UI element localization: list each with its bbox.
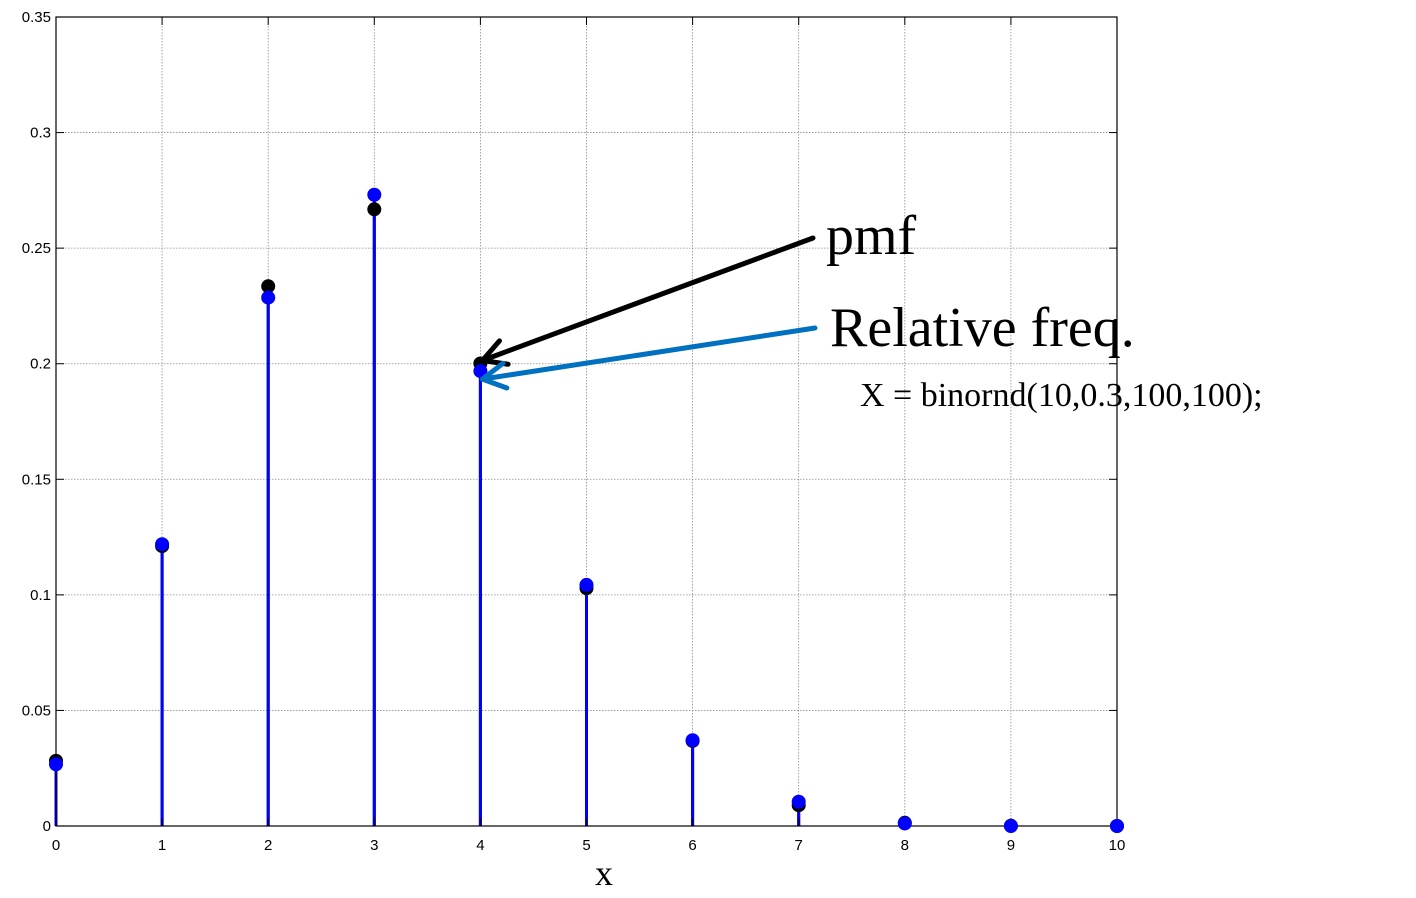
x-tick-label: 5 xyxy=(582,837,590,854)
stem-marker xyxy=(155,537,170,552)
x-tick-label: 4 xyxy=(476,837,484,854)
annotation-relative-freq: Relative freq. xyxy=(830,297,1135,359)
stems xyxy=(54,194,1013,826)
stem-marker xyxy=(1110,819,1124,833)
y-tick-label: 0.2 xyxy=(30,356,51,373)
x-tick-label: 1 xyxy=(158,837,166,854)
pmf-arrow-shaft xyxy=(479,235,816,363)
x-tick-label: 0 xyxy=(52,837,60,854)
annotation-pmf: pmf xyxy=(826,205,917,267)
y-tick-label: 0.25 xyxy=(22,240,51,257)
x-tick-label: 3 xyxy=(370,837,378,854)
y-tick-label: 0 xyxy=(43,818,51,835)
relative-freq-arrow-shaft xyxy=(479,325,818,382)
stem-marker xyxy=(261,290,276,305)
annotation-arrows xyxy=(479,235,818,391)
stem-marker xyxy=(791,794,806,809)
stem-marker xyxy=(367,187,382,202)
markers xyxy=(49,187,1124,833)
x-axis-title: x xyxy=(595,853,613,893)
stem-marker xyxy=(1003,819,1018,833)
axis-ticks: 0 1 2 3 4 5 6 7 8 9 10 0 0.05 0.1 0.15 0.2 0.25 0.3 0.35 xyxy=(22,9,1126,854)
y-tick-label: 0.3 xyxy=(30,125,51,142)
y-tick-label: 0.1 xyxy=(30,587,51,604)
stem-marker xyxy=(49,757,63,772)
x-tick-label: 9 xyxy=(1007,837,1015,854)
x-tick-label: 2 xyxy=(264,837,272,854)
stem-marker xyxy=(897,816,912,831)
x-tick-label: 6 xyxy=(688,837,696,854)
x-tick-label: 10 xyxy=(1109,837,1126,854)
relative-freq-arrow-head xyxy=(479,360,510,391)
annotation-code: X = binornd(10,0.3,100,100); xyxy=(860,377,1263,414)
x-tick-label: 7 xyxy=(795,837,803,854)
y-tick-label: 0.35 xyxy=(22,9,51,26)
stem-marker xyxy=(367,202,382,217)
y-tick-label: 0.05 xyxy=(22,702,51,719)
y-tick-label: 0.15 xyxy=(22,471,51,488)
stem-marker xyxy=(685,733,700,748)
stem-marker xyxy=(579,577,594,592)
x-tick-label: 8 xyxy=(901,837,909,854)
